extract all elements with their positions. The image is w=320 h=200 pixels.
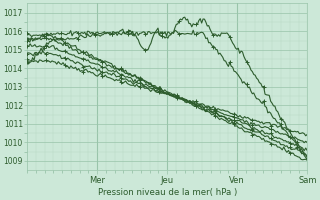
X-axis label: Pression niveau de la mer( hPa ): Pression niveau de la mer( hPa )	[98, 188, 237, 197]
